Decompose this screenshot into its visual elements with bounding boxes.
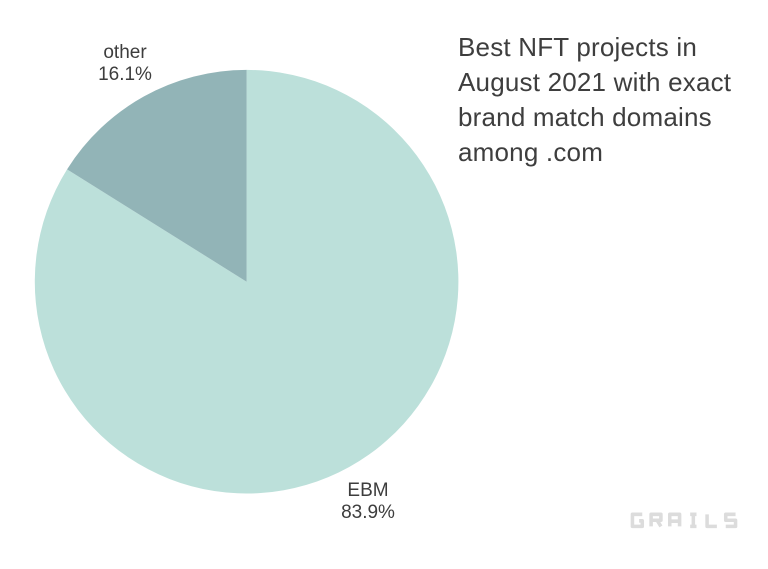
- slice-label-other-percent: 16.1%: [98, 64, 152, 85]
- logo-letter-r: [649, 512, 663, 528]
- slice-label-ebm-percent: 83.9%: [341, 502, 395, 523]
- logo-letter-l: [705, 514, 717, 529]
- logo-letter-g: [630, 512, 645, 529]
- slice-label-ebm-name: EBM: [347, 480, 389, 501]
- pie-slices-group: [34, 69, 459, 494]
- slice-label-ebm: EBM 83.9%: [341, 480, 395, 524]
- pie-slice-ebm: [34, 69, 459, 494]
- pie-slice-other: [67, 69, 247, 282]
- slice-label-other-name: other: [103, 42, 147, 63]
- logo-letter-s: [723, 512, 738, 529]
- logo-letter-a: [667, 512, 682, 527]
- logo-letter-i: [690, 512, 697, 529]
- slice-label-other: other 16.1%: [98, 42, 152, 86]
- grails-logo: GRAILS: [629, 510, 739, 531]
- chart-title: Best NFT projects in August 2021 with ex…: [458, 32, 732, 167]
- grails-logo-glyphs: [630, 512, 738, 529]
